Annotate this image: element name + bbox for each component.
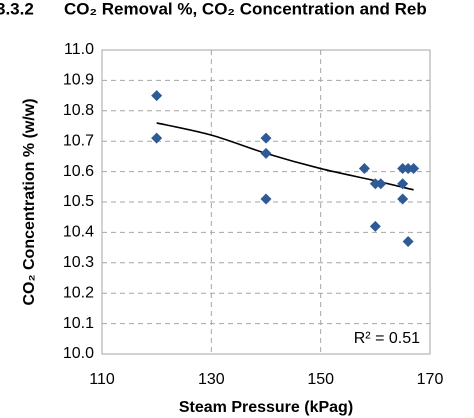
section-title: CO₂ Removal %, CO₂ Concentration and Reb [64, 0, 427, 18]
x-tick-label: 130 [198, 371, 225, 388]
y-tick-label: 10.5 [63, 193, 94, 210]
data-point [402, 236, 414, 248]
y-tick-label: 10.3 [63, 254, 94, 271]
data-point [375, 178, 387, 190]
y-tick-label: 11.0 [64, 41, 94, 58]
y-tick-label: 10.6 [63, 163, 94, 180]
y-tick-label: 10.2 [63, 284, 94, 301]
y-tick-label: 10.8 [63, 102, 94, 119]
data-point [408, 163, 420, 175]
data-point [260, 193, 272, 205]
y-axis-label: CO₂ Concentration % (w/w) [21, 98, 38, 305]
x-tick-label: 170 [417, 371, 444, 388]
data-point [260, 147, 272, 159]
data-point [397, 193, 409, 205]
y-tick-label: 10.1 [63, 315, 94, 332]
y-tick-label: 10.7 [63, 132, 94, 149]
data-point [397, 178, 409, 190]
data-point [358, 163, 370, 175]
y-tick-label: 10.0 [63, 345, 94, 362]
section-number: 3.3.2 [0, 0, 34, 18]
y-tick-label: 10.4 [63, 224, 94, 241]
y-tick-label: 10.9 [63, 72, 94, 89]
x-axis-label: Steam Pressure (kPag) [179, 399, 353, 416]
data-point [260, 132, 272, 144]
r-squared: R² = 0.51 [354, 330, 420, 347]
data-point [369, 220, 381, 232]
x-tick-label: 150 [307, 371, 334, 388]
data-point [151, 132, 163, 144]
x-tick-label: 110 [89, 371, 115, 388]
data-point [151, 90, 163, 102]
